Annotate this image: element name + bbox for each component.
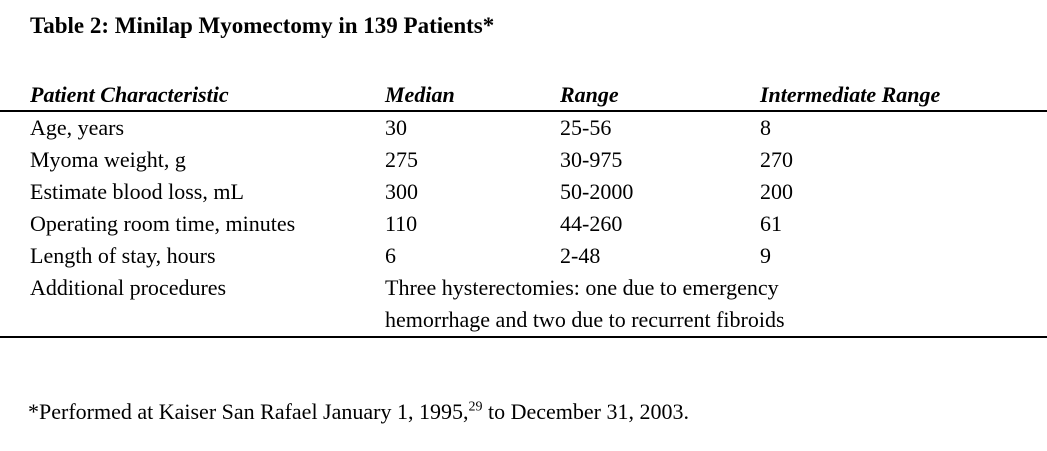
table-body: Age, years 30 25-56 8 Myoma weight, g 27… <box>0 112 1047 338</box>
table-row-age: Age, years 30 25-56 8 <box>0 112 1047 144</box>
table-row-additional-procedures: Additional procedures Three hysterectomi… <box>0 272 1047 336</box>
table-header-row: Patient Characteristic Median Range Inte… <box>0 80 1047 112</box>
cell-intermediate-range: 200 <box>760 179 793 204</box>
cell-range: 25-56 <box>560 115 612 140</box>
cell-intermediate-range: 9 <box>760 243 771 268</box>
table-row-length-of-stay: Length of stay, hours 6 2-48 9 <box>0 240 1047 272</box>
note-line-1: Three hysterectomies: one due to emergen… <box>385 275 779 300</box>
cell-characteristic: Additional procedures <box>30 275 227 300</box>
table-row-blood-loss: Estimate blood loss, mL 300 50-2000 200 <box>0 176 1047 208</box>
cell-characteristic: Operating room time, minutes <box>30 211 296 236</box>
footnote-citation-superscript: 29 <box>468 399 483 415</box>
cell-range: 30-975 <box>560 147 623 172</box>
cell-median: 30 <box>385 115 407 140</box>
header-median: Median <box>385 82 455 107</box>
header-range: Range <box>560 82 619 107</box>
table-row-operating-time: Operating room time, minutes 110 44-260 … <box>0 208 1047 240</box>
cell-median: 300 <box>385 179 418 204</box>
cell-characteristic: Myoma weight, g <box>30 147 186 172</box>
cell-characteristic: Age, years <box>30 115 125 140</box>
cell-range: 44-260 <box>560 211 623 236</box>
cell-intermediate-range: 8 <box>760 115 771 140</box>
header-patient-characteristic: Patient Characteristic <box>30 82 229 107</box>
cell-characteristic: Estimate blood loss, mL <box>30 179 244 204</box>
footnote-text-end: to December 31, 2003. <box>482 399 689 424</box>
cell-characteristic: Length of stay, hours <box>30 243 216 268</box>
footnote-text-start: *Performed at Kaiser San Rafael January … <box>28 399 469 424</box>
cell-range: 2-48 <box>560 243 601 268</box>
table-title: Table 2: Minilap Myomectomy in 139 Patie… <box>30 13 495 38</box>
note-line-2: hemorrhage and two due to recurrent fibr… <box>385 307 785 332</box>
table-footnote: *Performed at Kaiser San Rafael January … <box>28 399 689 425</box>
cell-intermediate-range: 61 <box>760 211 782 236</box>
table-row-myoma-weight: Myoma weight, g 275 30-975 270 <box>0 144 1047 176</box>
cell-intermediate-range: 270 <box>760 147 793 172</box>
data-table: Patient Characteristic Median Range Inte… <box>0 80 1047 338</box>
cell-median: 6 <box>385 243 396 268</box>
cell-range: 50-2000 <box>560 179 634 204</box>
header-intermediate-range: Intermediate Range <box>760 82 941 107</box>
cell-median: 275 <box>385 147 418 172</box>
cell-additional-note: Three hysterectomies: one due to emergen… <box>385 272 1047 336</box>
cell-median: 110 <box>385 211 418 236</box>
